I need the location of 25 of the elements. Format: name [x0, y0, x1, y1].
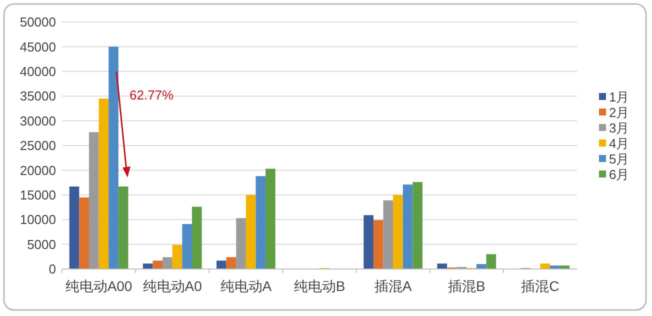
legend-label: 3月 [609, 120, 630, 136]
x-tick-label: 插混C [521, 278, 560, 294]
x-tick-label: 插混B [448, 278, 486, 294]
y-tick-label: 10000 [20, 212, 56, 228]
legend-label: 2月 [609, 105, 630, 120]
y-tick-label: 5000 [27, 236, 56, 252]
y-tick-label: 45000 [20, 39, 56, 54]
y-tick-label: 20000 [20, 162, 56, 178]
legend-label: 5月 [609, 152, 630, 167]
x-tick-label: 纯电动A0 [142, 278, 202, 294]
x-tick-label: 纯电动B [294, 278, 346, 294]
y-tick-label: 30000 [20, 113, 56, 128]
y-tick-label: 25000 [20, 138, 56, 154]
legend-label: 6月 [609, 167, 630, 182]
legend-label: 1月 [609, 90, 630, 105]
y-tick-label: 50000 [20, 14, 56, 30]
x-tick-label: 插混A [374, 278, 412, 294]
legend-label: 4月 [609, 136, 630, 152]
y-tick-label: 15000 [20, 187, 56, 202]
y-tick-label: 0 [48, 262, 56, 277]
x-tick-label: 纯电动A [220, 278, 272, 294]
x-tick-label: 纯电动A00 [65, 278, 132, 294]
y-tick-label: 40000 [20, 64, 56, 79]
annotation: 62.77% [130, 88, 174, 103]
y-tick-label: 35000 [20, 88, 56, 104]
